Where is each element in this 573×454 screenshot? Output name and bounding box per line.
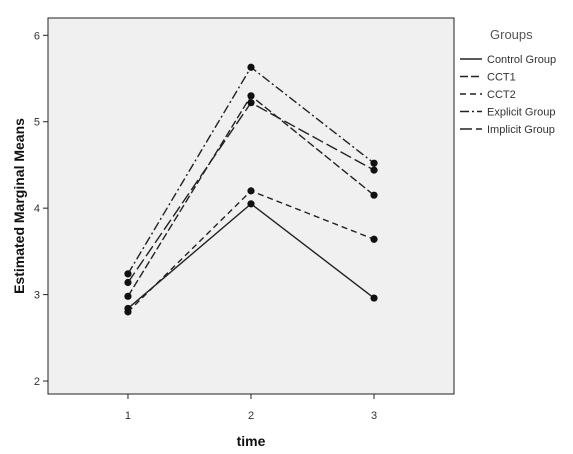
data-point	[370, 294, 378, 302]
data-point	[370, 166, 378, 174]
data-point	[124, 308, 132, 316]
x-axis-ticks: 1 2 3	[125, 394, 377, 422]
series-cct2	[124, 187, 378, 316]
y-axis-title: Estimated Marginal Means	[11, 118, 27, 294]
data-point	[247, 187, 255, 195]
x-tick-label: 1	[125, 410, 131, 422]
legend-title: Groups	[490, 27, 533, 42]
x-axis-title: time	[237, 433, 266, 449]
y-tick-label: 3	[34, 290, 40, 302]
data-point	[124, 270, 132, 278]
data-point	[124, 278, 132, 287]
data-point	[247, 200, 255, 208]
series-explicit-group	[124, 63, 378, 278]
y-tick-label: 6	[34, 30, 40, 42]
x-tick-label: 2	[248, 410, 254, 422]
legend-label: Explicit Group	[487, 107, 555, 119]
series-layer	[124, 63, 378, 316]
data-point	[370, 235, 378, 243]
data-point	[247, 99, 255, 107]
series-cct1	[124, 92, 378, 300]
x-tick-label: 3	[371, 410, 377, 422]
data-point	[370, 159, 378, 167]
data-point	[247, 63, 255, 71]
y-tick-label: 5	[34, 117, 40, 129]
data-point	[370, 191, 378, 199]
y-axis-ticks: 2 3 4 5 6	[34, 30, 48, 388]
y-tick-label: 2	[34, 376, 40, 388]
legend-label: Implicit Group	[487, 124, 555, 136]
legend-label: CCT2	[487, 89, 516, 101]
series-implicit-group	[124, 99, 378, 287]
data-point	[247, 92, 255, 100]
data-point	[124, 292, 132, 300]
legend-label: Control Group	[487, 54, 556, 66]
legend-label: CCT1	[487, 72, 516, 84]
y-tick-label: 4	[34, 203, 40, 215]
legend: Control Group CCT1 CCT2 Explicit Group Impli…	[460, 54, 556, 136]
